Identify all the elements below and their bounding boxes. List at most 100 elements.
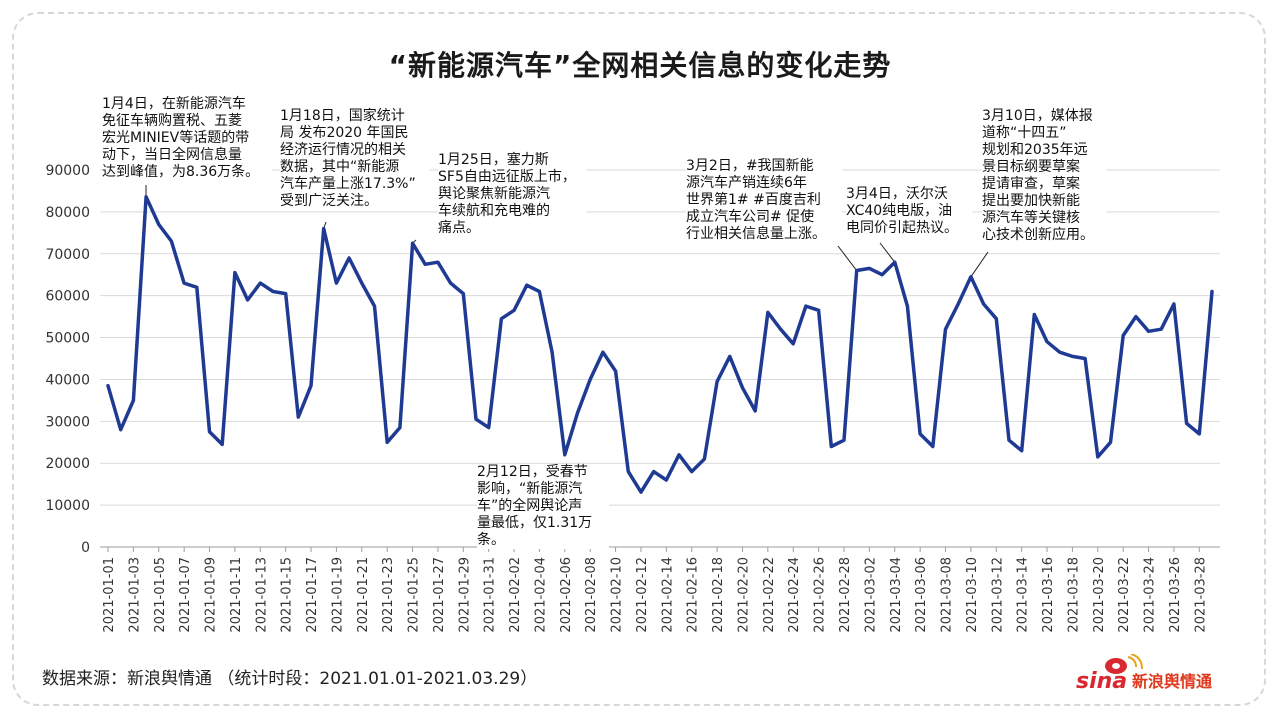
y-tick-label: 70000 [45,247,90,263]
annotation-line: 提请审查，草案 [982,176,1080,192]
annotation-line: 影响，“新能源汽 [477,481,583,497]
x-tick-label: 2021-01-09 [204,557,219,633]
x-tick-label: 2021-02-04 [533,557,548,633]
x-tick-label: 2021-02-26 [813,557,828,633]
x-tick-label: 2021-02-10 [610,557,625,633]
annotation-line: SF5自由远征版上市， [438,169,576,185]
annotation-line: 量最低，仅1.31万 [477,515,593,531]
annotation-line: 1月4日，在新能源汽车 [102,96,246,112]
x-tick-label: 2021-02-02 [508,557,523,633]
x-tick-label: 2021-02-14 [660,557,675,633]
annotation-line: 舆论聚焦新能源汽 [438,186,550,202]
annotation-jan-25: 1月25日，塞力斯 SF5自由远征版上市， 舆论聚焦新能源汽 车续航和充电难的 痛点。 [438,152,586,237]
x-tick-label: 2021-02-22 [762,557,777,633]
x-tick-label: 2021-02-06 [559,557,574,633]
annotation-line: 达到峰值，为8.36万条。 [102,164,260,180]
annotation-line: 3月2日，#我国新能 [686,158,814,174]
x-tick-label: 2021-03-28 [1193,557,1208,633]
annotation-line: 提出要加快新能 [982,193,1080,209]
annotation-leader-line [837,245,858,271]
x-tick-label: 2021-01-19 [330,557,345,633]
annotation-line: 1月18日，国家统计 [280,108,405,124]
x-tick-label: 2021-03-24 [1143,557,1158,633]
x-tick-label: 2021-01-03 [127,557,142,633]
x-tick-label: 2021-02-28 [838,557,853,633]
x-tick-label: 2021-01-17 [305,557,320,633]
annotation-line: 道称“十四五” [982,125,1067,141]
y-tick-label: 10000 [45,498,90,514]
annotation-feb-12: 2月12日，受春节 影响，“新能源汽 车”的全网舆论声 量最低，仅1.31万 条。 [477,464,609,549]
x-axis-ticks: 2021-01-01 2021-01-03 2021-01-05 2021-01-07… [102,547,1208,633]
x-tick-label: 2021-03-10 [965,557,980,633]
annotation-line: 免征车辆购置税、五菱 [102,113,242,129]
annotation-line: 汽车产量上涨17.3%” [280,176,416,192]
sina-logo-text: 新浪舆情通 [1132,672,1212,691]
x-tick-label: 2021-01-07 [178,557,193,633]
annotation-line: 规划和2035年远 [982,142,1088,158]
sina-eye-icon [1105,653,1143,674]
annotation-leader-line [879,242,896,263]
annotation-line: 世界第1# #百度吉利 [686,192,821,208]
annotation-line: 电同价引起热议。 [846,220,958,236]
annotation-mar-02: 3月2日，#我国新能 源汽车产销连续6年 世界第1# #百度吉利 成立汽车公司# 促使… [686,158,842,243]
sina-logo: sina 新浪舆情通 [1076,653,1246,694]
annotation-line: 源汽车等关键核 [982,210,1080,226]
x-tick-label: 2021-01-01 [102,557,117,633]
x-tick-label: 2021-01-11 [229,557,244,633]
x-tick-label: 2021-03-02 [863,557,878,633]
annotation-line: 3月10日，媒体报 [982,108,1093,124]
annotation-line: 车续航和充电难的 [438,203,550,219]
series-line [106,195,1214,494]
y-tick-label: 40000 [45,372,90,388]
annotation-line: 数据，其中“新能源 [280,159,400,175]
y-tick-label: 90000 [45,163,90,179]
annotation-mar-04: 3月4日，沃尔沃 XC40纯电版，油 电同价引起热议。 [846,186,972,237]
y-tick-label: 80000 [45,205,90,221]
x-tick-label: 2021-01-23 [381,557,396,633]
annotation-line: 条。 [477,532,505,548]
x-tick-label: 2021-02-18 [711,557,726,633]
annotation-line: 经济运行情况的相关 [280,142,406,158]
annotation-line: 1月25日，塞力斯 [438,152,549,168]
x-tick-label: 2021-03-04 [889,557,904,633]
annotation-line: 3月4日，沃尔沃 [846,186,948,202]
data-source-note: 数据来源：新浪舆情通 （统计时段：2021.01.01-2021.03.29） [42,669,538,689]
annotation-jan-18: 1月18日，国家统计局 发布2020 年国民 经济运行情况的相关 数据，其中“新能源… [280,108,430,210]
annotation-line: 宏光MINIEV等话题的带 [102,130,250,146]
annotation-mar-10: 3月10日，媒体报 道称“十四五” 规划和2035年远 景目标纲要草案 提请审查，草案提… [982,108,1106,244]
x-tick-label: 2021-01-27 [432,557,447,633]
annotation-leaders [145,184,989,493]
x-tick-label: 2021-03-26 [1168,557,1183,633]
x-tick-label: 2021-01-13 [254,557,269,633]
annotation-leader-line [970,251,989,278]
x-tick-label: 2021-01-15 [280,557,295,633]
x-tick-label: 2021-01-25 [407,557,422,633]
x-tick-label: 2021-03-18 [1066,557,1081,633]
annotation-line: 心技术创新应用。 [982,227,1094,243]
x-tick-label: 2021-01-05 [153,557,168,633]
y-tick-label: 30000 [45,414,90,430]
x-tick-label: 2021-03-22 [1117,557,1132,633]
x-tick-label: 2021-02-16 [686,557,701,633]
x-tick-label: 2021-01-29 [457,557,472,633]
annotation-line: 痛点。 [438,220,480,236]
annotation-line: 景目标纲要草案 [982,159,1080,175]
annotation-line: 车”的全网舆论声 [477,498,583,514]
sina-brand: sina [1076,669,1127,694]
x-tick-label: 2021-02-12 [635,557,650,633]
x-tick-label: 2021-03-08 [940,557,955,633]
y-tick-label: 60000 [45,289,90,305]
annotation-line: XC40纯电版，油 [846,203,953,219]
y-tick-label: 50000 [45,331,90,347]
x-tick-label: 2021-03-12 [990,557,1005,633]
annotation-line: 受到广泛关注。 [280,193,378,209]
x-tick-label: 2021-01-31 [483,557,498,633]
y-tick-label: 0 [81,540,90,556]
annotation-line: 行业相关信息量上涨。 [686,226,826,242]
x-tick-label: 2021-01-21 [356,557,371,633]
annotation-jan-04: 1月4日，在新能源汽车 免征车辆购置税、五菱 宏光MINIEV等话题的带 动下，当日全… [102,96,272,181]
x-tick-label: 2021-02-20 [736,557,751,633]
x-tick-label: 2021-02-24 [787,557,802,633]
x-tick-label: 2021-03-14 [1016,557,1031,633]
chart-title: “新能源汽车”全网相关信息的变化走势 [388,49,892,82]
